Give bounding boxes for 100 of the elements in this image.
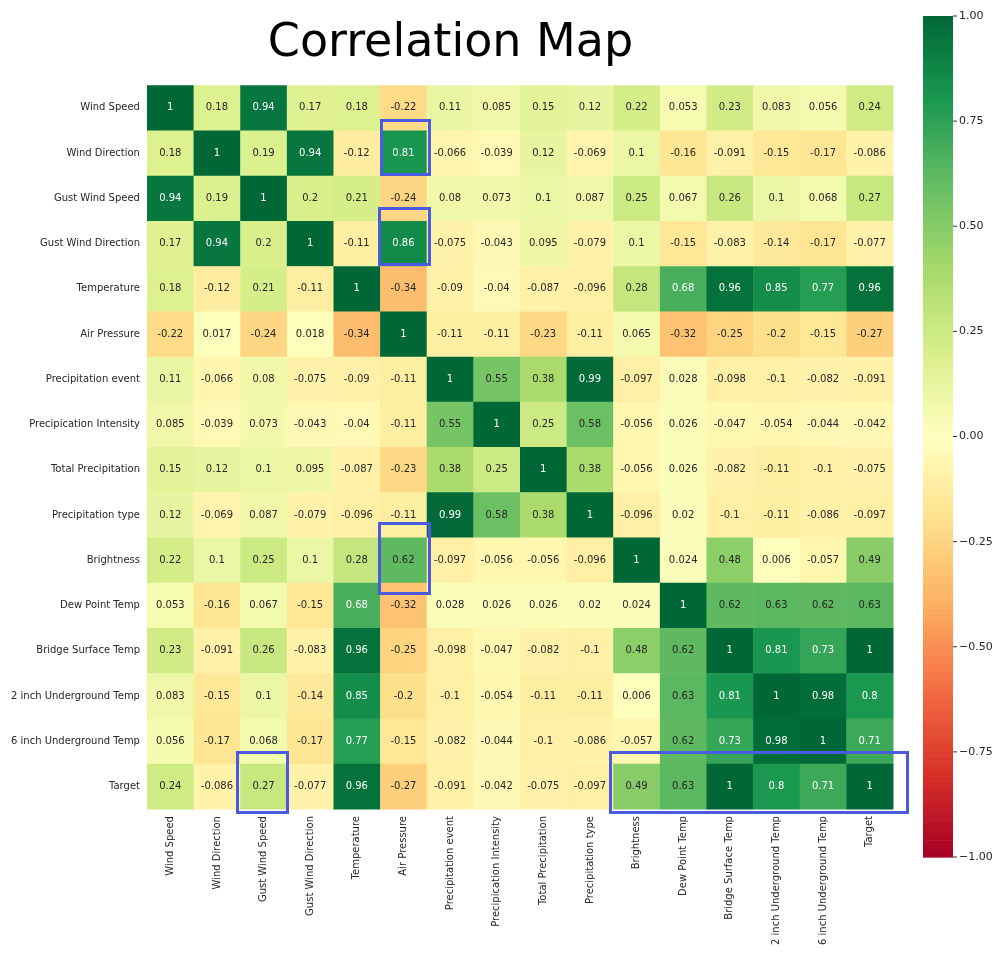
data-label: 0.22 xyxy=(159,553,182,565)
data-label: -0.34 xyxy=(390,282,417,294)
data-label: -0.057 xyxy=(620,734,653,746)
data-label: -0.043 xyxy=(480,237,513,249)
data-label: -0.27 xyxy=(390,780,417,791)
data-label: -0.097 xyxy=(573,780,607,791)
data-label: -0.16 xyxy=(203,599,230,611)
data-label: 0.38 xyxy=(438,463,462,475)
data-label: 0.58 xyxy=(485,508,508,520)
data-label: 0.81 xyxy=(718,689,741,701)
data-label: 0.18 xyxy=(159,146,182,158)
data-label: -0.23 xyxy=(390,463,417,475)
data-label: 0.065 xyxy=(622,327,651,339)
data-label: -0.14 xyxy=(763,237,790,249)
data-label: -0.098 xyxy=(433,644,467,656)
data-label: -0.1 xyxy=(720,508,740,520)
data-label: -0.082 xyxy=(527,644,560,656)
data-label: 0.63 xyxy=(765,599,788,611)
data-label: 0.68 xyxy=(345,599,368,611)
data-label: 0.073 xyxy=(482,191,511,203)
data-label: 0.63 xyxy=(858,599,881,611)
data-label: -0.056 xyxy=(480,553,513,565)
data-label: 1 xyxy=(446,372,454,384)
data-label: 0.073 xyxy=(249,418,278,430)
data-label: 0.73 xyxy=(811,644,835,656)
data-label: 0.067 xyxy=(249,599,278,611)
data-label: -0.11 xyxy=(576,689,603,701)
data-label: 0.068 xyxy=(808,191,838,203)
data-label: 0.62 xyxy=(718,599,741,611)
data-label: 1 xyxy=(866,780,873,791)
data-label: 0.08 xyxy=(438,191,462,203)
data-label: -0.097 xyxy=(853,508,886,520)
data-label: 0.94 xyxy=(299,146,322,158)
data-label: -0.054 xyxy=(480,689,513,701)
data-label: 0.49 xyxy=(858,553,881,565)
data-label: -0.17 xyxy=(203,734,230,746)
data-label: 0.55 xyxy=(438,418,462,430)
data-label: -0.056 xyxy=(527,553,560,565)
data-label: -0.086 xyxy=(200,780,234,791)
data-label: 0.98 xyxy=(765,734,788,746)
data-label: 0.08 xyxy=(252,372,275,384)
data-label: 0.68 xyxy=(672,282,695,294)
data-label: 0.056 xyxy=(155,734,185,746)
data-label: 1 xyxy=(866,644,873,656)
data-label: 0.006 xyxy=(622,689,651,701)
y-tick-label: Target xyxy=(108,780,141,791)
data-label: 0.62 xyxy=(672,734,695,746)
data-label: 0.053 xyxy=(155,599,185,611)
data-label: 1 xyxy=(726,780,733,791)
data-label: 0.71 xyxy=(858,734,881,746)
data-label: -0.087 xyxy=(527,282,560,294)
color-bar-label: −0.25 xyxy=(959,534,993,548)
y-tick-label: Brightness xyxy=(86,553,140,565)
data-label: -0.082 xyxy=(433,734,467,746)
data-label: 0.94 xyxy=(205,237,229,249)
data-label: -0.2 xyxy=(393,689,414,701)
data-label: -0.091 xyxy=(200,644,234,656)
data-label: -0.17 xyxy=(810,146,836,158)
data-label: -0.075 xyxy=(433,237,467,249)
data-label: 0.2 xyxy=(302,191,319,203)
data-label: 1 xyxy=(586,508,594,520)
data-label: -0.09 xyxy=(437,282,463,294)
data-label: -0.054 xyxy=(760,418,793,430)
data-label: -0.1 xyxy=(440,689,460,701)
data-label: -0.11 xyxy=(343,237,370,249)
data-label: 0.24 xyxy=(858,101,881,113)
data-label: -0.057 xyxy=(806,553,840,565)
data-label: -0.056 xyxy=(620,418,653,430)
data-label: 0.38 xyxy=(532,372,555,384)
x-tick-label: Bridge Surface Temp xyxy=(723,816,735,920)
data-label: -0.077 xyxy=(294,780,327,791)
data-label: 0.15 xyxy=(159,463,182,475)
data-label: -0.24 xyxy=(390,191,417,203)
data-label: 0.024 xyxy=(622,599,651,611)
data-label: 0.28 xyxy=(345,553,368,565)
data-label: -0.1 xyxy=(766,372,787,384)
data-label: -0.043 xyxy=(294,418,327,430)
data-label: 0.96 xyxy=(718,282,741,294)
color-bar-label: −1.00 xyxy=(959,849,993,863)
data-label: 0.17 xyxy=(159,237,182,249)
y-tick-label: Precipitation type xyxy=(51,508,140,520)
x-tick-label: Air Pressure xyxy=(397,816,409,876)
data-label: 0.095 xyxy=(295,463,325,475)
y-tick-label: Gust Wind Direction xyxy=(40,237,140,249)
data-label: -0.091 xyxy=(853,372,886,384)
data-label: 0.28 xyxy=(625,282,648,294)
data-label: -0.042 xyxy=(480,780,513,791)
data-label: 0.1 xyxy=(208,553,225,565)
data-label: 0.18 xyxy=(205,101,229,113)
color-bar-label: −0.50 xyxy=(959,639,993,653)
data-label: 0.18 xyxy=(159,282,182,294)
data-label: 0.62 xyxy=(811,599,835,611)
data-label: -0.096 xyxy=(340,508,373,520)
data-label: -0.1 xyxy=(533,734,554,746)
data-label: 0.12 xyxy=(532,146,555,158)
x-tick-label: Precipitation type xyxy=(583,816,595,905)
data-label: 0.27 xyxy=(252,780,275,791)
data-label: -0.082 xyxy=(806,372,840,384)
y-tick-label: Precipitation event xyxy=(45,372,141,384)
data-label: 0.1 xyxy=(255,463,272,475)
